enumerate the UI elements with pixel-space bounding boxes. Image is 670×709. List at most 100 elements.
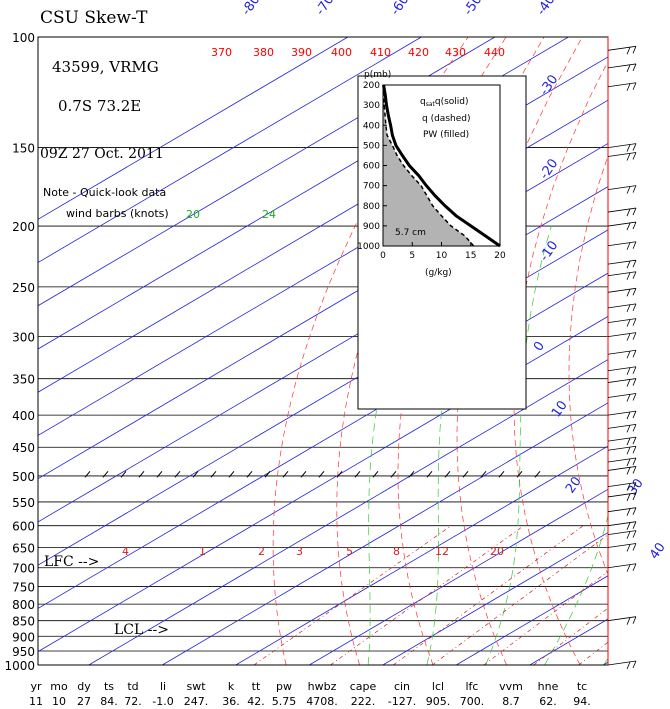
- level-hatch-mark: [498, 470, 505, 478]
- mixing-ratio-line: [533, 607, 608, 665]
- level-hatch-mark: [426, 470, 433, 478]
- level-hatch-mark: [354, 470, 361, 478]
- wind-barb-staff: [607, 507, 637, 513]
- stability-table: yr mo dy ts td li swt k tt pw hwbz cape cin lcl lfc vvm…: [29, 680, 591, 708]
- footer-value: 10: [52, 695, 66, 708]
- isotherm-line: [38, 56, 608, 393]
- mixing-ratio-label: 4: [122, 545, 129, 558]
- wind-barb-feather: [626, 242, 631, 250]
- wind-barb-feather: [632, 288, 637, 296]
- footer-value: 905.: [426, 695, 451, 708]
- pressure-tick-label: 450: [12, 441, 35, 455]
- isotherm-line: [603, 661, 608, 665]
- note-line-2: wind barbs (knots): [66, 207, 169, 220]
- pressure-tick-label: 750: [12, 581, 35, 595]
- dry-adiabat-line: [456, 37, 583, 665]
- isotherm-label: -70: [313, 0, 337, 18]
- wind-barb-feather: [632, 521, 637, 529]
- mixing-ratio-line: [483, 570, 608, 665]
- inset-x-tick-label: 0: [380, 251, 386, 261]
- inset-x-tick-label: 20: [494, 251, 506, 261]
- wind-barb-staff: [607, 543, 637, 548]
- mixing-ratio-q-line: [382, 84, 475, 247]
- isotherm-label: 20: [563, 474, 585, 496]
- isotherm-line: [38, 315, 608, 653]
- wind-barb-staff: [607, 287, 637, 293]
- isotherm-label: -40: [534, 0, 558, 18]
- wind-barb-feather: [632, 424, 637, 432]
- footer-value: 8.7: [502, 695, 520, 708]
- wind-barb-feather: [626, 522, 631, 530]
- wind-barb-feather: [626, 617, 631, 625]
- wind-barb-staff: [607, 378, 637, 383]
- level-hatch-mark: [120, 470, 127, 478]
- wind-barb-feather: [626, 208, 631, 217]
- wind-barb-feather: [626, 379, 631, 387]
- pressure-tick-label: 200: [12, 220, 35, 234]
- lcl-annotation: LCL -->: [114, 622, 169, 638]
- wind-barb-staff: [607, 143, 637, 148]
- wind-barb-feather: [632, 271, 637, 279]
- station-location: 0.7S 73.2E: [58, 97, 141, 115]
- footer-value: 247.: [184, 695, 209, 708]
- isotherm-label: -60: [388, 0, 412, 18]
- wind-barb-feather: [626, 261, 631, 269]
- wind-barb-feather: [632, 563, 637, 571]
- pressure-tick-label: 1000: [4, 659, 35, 673]
- inset-pw-value: 5.7 cm: [395, 228, 426, 238]
- footer-header: vvm: [499, 680, 523, 693]
- wind-barb-staff: [607, 185, 637, 191]
- wind-barb-feather: [632, 366, 637, 374]
- level-hatch-mark: [534, 470, 541, 478]
- footer-header: cape: [350, 680, 377, 693]
- pressure-tick-label: 900: [12, 630, 35, 644]
- wind-barb-feather: [626, 153, 631, 161]
- pressure-tick-label: 600: [12, 520, 35, 534]
- footer-value: 84.: [100, 695, 118, 708]
- level-hatch-mark: [300, 470, 307, 478]
- wind-barb-staff: [607, 63, 637, 69]
- station-id: 43599, VRMG: [52, 58, 159, 76]
- isotherm-label: -20: [537, 156, 561, 182]
- wind-barb-feather: [632, 410, 637, 419]
- wind-barb-staff: [607, 241, 637, 247]
- level-hatch-mark: [516, 470, 523, 478]
- inset-legend-qsat-text: q(solid): [435, 97, 469, 107]
- footer-value: 42.: [247, 695, 265, 708]
- isotherm-label: -30: [537, 72, 561, 98]
- wind-barb-feather: [632, 152, 637, 160]
- isotherm-label: -80: [239, 0, 263, 18]
- mixing-ratio-line: [253, 525, 452, 665]
- inset-y-label: p(mb): [364, 70, 391, 80]
- wind-barb-staff: [607, 466, 637, 471]
- wind-barb-staff: [607, 207, 637, 213]
- wind-barb-feather: [632, 482, 637, 490]
- temperature-profile-line: [641, 37, 670, 665]
- wind-barb-feather: [632, 143, 637, 151]
- wind-barb-feather: [626, 508, 631, 516]
- isotherm-line: [38, 99, 608, 436]
- wind-barb-feather: [632, 492, 637, 501]
- wind-barb-feather: [632, 436, 637, 445]
- inset-y-tick-label: 200: [363, 81, 380, 91]
- saturation-mixing-ratio-line: [382, 84, 501, 248]
- footer-header: yr: [30, 680, 42, 693]
- wind-barb-staff: [607, 366, 637, 372]
- footer-header: lfc: [466, 680, 479, 693]
- pressure-tick-label: 350: [12, 373, 35, 387]
- mixing-ratio-label: 20: [490, 545, 504, 558]
- wind-barb-feather: [626, 64, 631, 73]
- wind-barb-staff: [607, 82, 637, 88]
- dry-adiabat-label: 420: [408, 46, 429, 59]
- moist-adiabat-label: 20: [186, 208, 200, 221]
- footer-header: swt: [186, 680, 206, 693]
- wind-barb-feather: [632, 457, 637, 466]
- wind-barb-feather: [632, 530, 637, 538]
- wind-barb-feather: [632, 466, 637, 474]
- inset-y-tick-label: 900: [363, 222, 380, 232]
- wind-barb-staff: [607, 410, 637, 416]
- pressure-tick-label: 950: [12, 645, 35, 659]
- footer-value: 700.: [460, 695, 485, 708]
- footer-header: hwbz: [308, 680, 337, 693]
- wind-barb-feather: [626, 186, 631, 194]
